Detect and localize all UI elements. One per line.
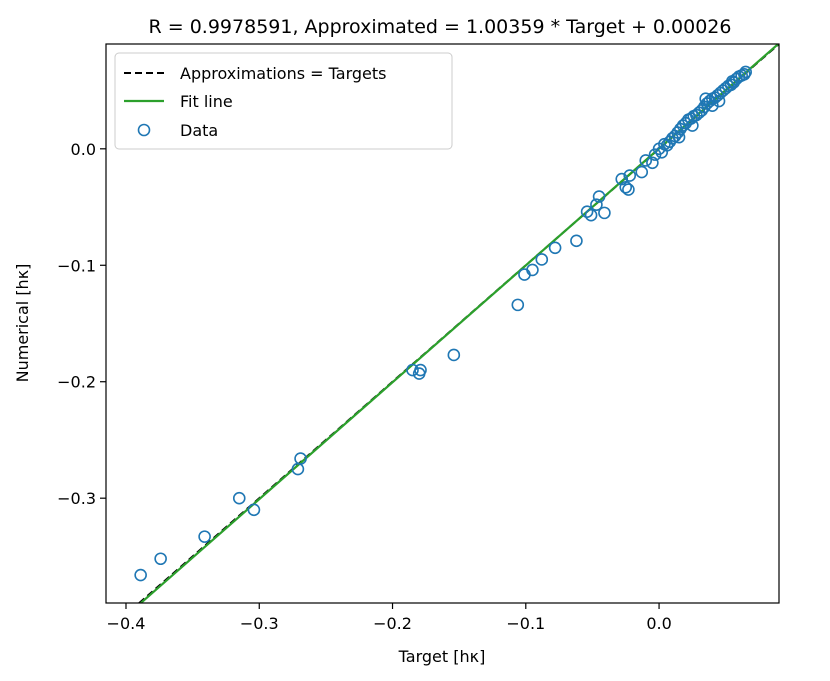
data-point-3	[232, 491, 246, 505]
data-point-19	[590, 198, 603, 212]
data-point-6	[291, 462, 305, 476]
data-point-25	[623, 169, 637, 182]
data-point-64	[699, 92, 713, 106]
legend-box	[114, 52, 453, 150]
data-point-0	[134, 568, 147, 582]
x-tick-label-0: −0.4	[107, 614, 146, 633]
y-axis-label: Numerical [hκ]	[13, 264, 32, 383]
y-axis-ticks: −0.3 −0.2 −0.1 0.0	[57, 140, 106, 508]
data-points	[134, 65, 752, 582]
legend-data-swatch	[137, 123, 151, 137]
x-tick-label-2: −0.2	[373, 614, 412, 633]
data-point-65	[672, 130, 686, 144]
x-tick-label-1: −0.3	[240, 614, 279, 633]
x-tick-label-4: 0.0	[646, 614, 671, 633]
y-tick-label-3: 0.0	[71, 140, 96, 159]
data-point-9	[414, 363, 427, 377]
chart-title: R = 0.9978591, Approximated = 1.00359 * …	[149, 16, 732, 38]
x-tick-label-3: −0.1	[506, 614, 545, 633]
x-axis-label: Target [hκ]	[398, 647, 486, 666]
legend: Approximations = Targets Fit line Data	[114, 52, 453, 150]
y-tick-label-2: −0.1	[57, 256, 96, 275]
data-point-20	[592, 190, 606, 203]
data-point-1	[154, 552, 167, 566]
data-point-28	[646, 156, 659, 170]
data-point-63	[739, 65, 752, 79]
fit-line	[139, 44, 779, 603]
data-point-68	[726, 74, 739, 88]
plot-frame	[105, 43, 780, 604]
data-point-23	[619, 180, 633, 194]
x-axis-ticks: −0.4 −0.3 −0.2 −0.1 0.0	[107, 603, 672, 633]
data-point-17	[580, 205, 594, 218]
y-tick-label-0: −0.3	[57, 489, 96, 508]
data-point-10	[447, 348, 461, 362]
data-point-66	[686, 119, 699, 132]
data-point-69	[706, 99, 719, 113]
data-point-26	[635, 165, 649, 179]
legend-fit-label: Fit line	[180, 92, 233, 111]
data-point-7	[406, 363, 419, 377]
data-point-13	[526, 263, 539, 277]
data-point-18	[584, 208, 598, 222]
data-point-24	[622, 183, 635, 196]
plot-area	[134, 44, 779, 603]
data-point-16	[570, 234, 583, 248]
data-point-27	[639, 154, 653, 167]
y-tick-label-1: −0.2	[57, 373, 96, 392]
data-point-11	[511, 298, 525, 312]
legend-data-label: Data	[180, 121, 218, 140]
data-point-4	[247, 503, 261, 517]
legend-identity-label: Approximations = Targets	[180, 64, 386, 83]
data-point-2	[198, 530, 211, 543]
data-point-14	[535, 253, 549, 266]
data-point-15	[548, 241, 562, 255]
data-point-21	[598, 206, 611, 220]
